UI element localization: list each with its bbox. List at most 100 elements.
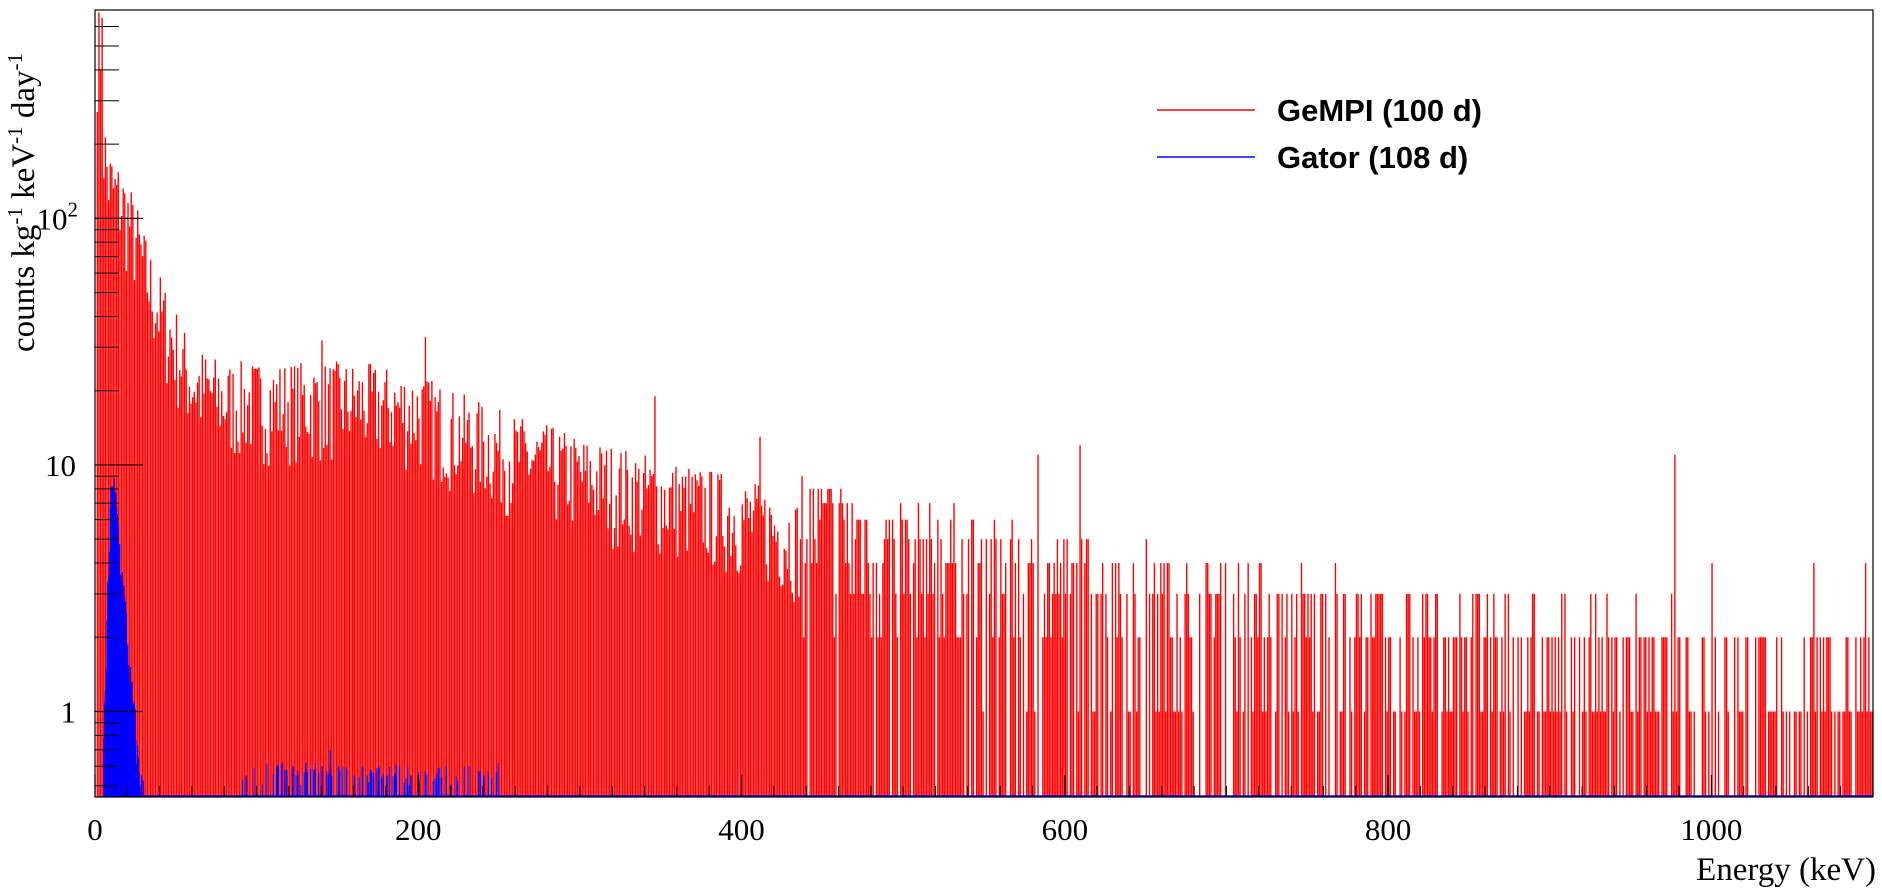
gempi-bin [571, 520, 574, 797]
gempi-bin [403, 386, 406, 797]
gempi-bin [1097, 593, 1099, 797]
gator-bin [141, 775, 143, 797]
gempi-bin [195, 402, 197, 797]
gempi-bin [439, 389, 441, 797]
gempi-bin [1192, 711, 1194, 797]
gempi-bin [988, 593, 991, 797]
gempi-bin [1367, 637, 1369, 797]
gempi-bin [861, 593, 863, 797]
gempi-bin [1842, 711, 1844, 797]
gempi-bin [1850, 711, 1852, 797]
gempi-bin [280, 430, 283, 797]
gempi-bin [288, 465, 291, 797]
gempi-bin [760, 505, 763, 797]
gator-bin [242, 780, 244, 797]
gempi-bin [340, 409, 343, 797]
gator-bin [406, 766, 409, 797]
gempi-bin [1171, 637, 1173, 797]
gempi-bin [575, 447, 577, 797]
gempi-bin [1373, 637, 1375, 797]
gempi-bin [523, 431, 525, 797]
gempi-bin [1436, 593, 1438, 797]
gempi-bin [1342, 593, 1345, 797]
gempi-bin [1250, 637, 1253, 797]
gempi-bin [158, 331, 160, 797]
gempi-bin [1263, 637, 1265, 797]
gempi-bin [1649, 711, 1652, 797]
gempi-bin [101, 17, 103, 797]
gempi-bin [1014, 563, 1017, 797]
gempi-bin [1496, 637, 1498, 797]
gempi-bin [1666, 637, 1668, 797]
gempi-bin [326, 444, 328, 797]
gempi-bin [1404, 711, 1406, 797]
gempi-bin [554, 481, 556, 797]
gempi-bin [1409, 593, 1411, 797]
gempi-bin [395, 405, 398, 797]
gempi-bin [179, 370, 181, 797]
gempi-bin [1864, 563, 1867, 797]
gempi-bin [476, 413, 478, 797]
gator-bin [321, 766, 323, 797]
gempi-bin [667, 529, 669, 797]
gempi-bin [1687, 637, 1689, 797]
gator-bin [345, 767, 347, 797]
legend: GeMPI (100 d) Gator (108 d) [1157, 93, 1482, 175]
gempi-bin [350, 410, 352, 797]
gempi-bin [122, 188, 124, 797]
gempi-bin [1517, 637, 1519, 797]
gempi-bin [1234, 637, 1236, 797]
gempi-bin [646, 488, 648, 797]
gator-bin [337, 766, 340, 797]
gempi-bin [1425, 593, 1427, 797]
gempi-bin [1037, 454, 1039, 797]
gempi-bin [161, 311, 163, 797]
gempi-bin [274, 402, 276, 797]
gempi-bin [1205, 563, 1207, 797]
gempi-bin [229, 369, 231, 797]
gempi-bin [1129, 711, 1131, 797]
gempi-bin [402, 423, 404, 797]
gempi-bin [120, 215, 123, 797]
gempi-bin [853, 593, 855, 797]
gempi-bin [1029, 563, 1031, 797]
gator-bin [116, 506, 118, 797]
gempi-bin [301, 394, 304, 797]
gempi-bin [958, 637, 960, 797]
gempi-bin [660, 486, 663, 797]
gempi-bin [1761, 637, 1763, 797]
gator-bin [137, 745, 139, 797]
gempi-bin [324, 366, 326, 797]
gempi-bin [1137, 637, 1139, 797]
gempi-bin [962, 593, 965, 797]
gempi-bin [951, 563, 954, 797]
gempi-bin [180, 376, 183, 797]
gempi-bin [825, 503, 827, 797]
gempi-bin [1260, 563, 1262, 797]
x-tick-label: 0 [87, 812, 103, 847]
gempi-bin [371, 391, 373, 797]
gempi-bin [1079, 445, 1081, 797]
gempi-bin [770, 514, 773, 797]
gempi-bin [888, 519, 890, 797]
gempi-bin [284, 368, 286, 797]
gempi-bin [762, 515, 764, 797]
gempi-bin [689, 503, 692, 797]
gempi-bin [591, 484, 593, 797]
gempi-bin [267, 465, 270, 797]
gempi-bin [1145, 539, 1148, 797]
gempi-bin [731, 532, 734, 797]
gempi-bin [736, 570, 739, 797]
gempi-bin [141, 256, 144, 798]
gempi-bin [1135, 711, 1138, 797]
axes-layer [94, 9, 1874, 798]
gempi-bin [486, 476, 488, 797]
gempi-bin [1047, 563, 1049, 797]
gempi-bin [251, 366, 254, 797]
gempi-bin [1604, 711, 1607, 797]
gempi-bin [696, 480, 698, 797]
gempi-bin [869, 593, 871, 797]
gempi-bin [177, 407, 179, 797]
gempi-bin [321, 340, 323, 797]
gator-bin [408, 785, 410, 797]
